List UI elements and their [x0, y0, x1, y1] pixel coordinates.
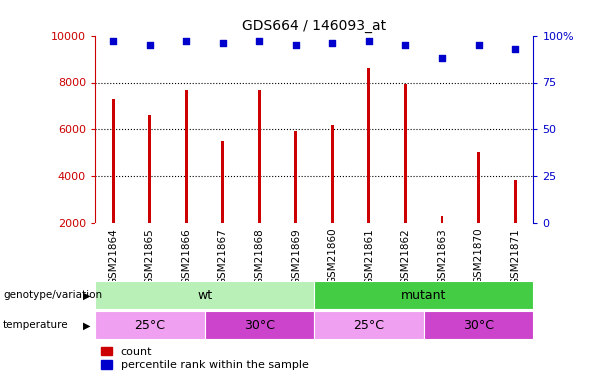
Text: mutant: mutant: [401, 289, 446, 302]
Bar: [95, 311, 205, 339]
Text: 30°C: 30°C: [244, 319, 275, 332]
Bar: [477, 152, 480, 223]
Text: ▶: ▶: [83, 290, 90, 300]
Bar: [514, 180, 517, 223]
Bar: [367, 68, 370, 223]
Text: GSM21862: GSM21862: [400, 228, 411, 285]
Bar: [404, 84, 407, 223]
Bar: [112, 99, 115, 223]
Point: [218, 40, 228, 46]
Text: GSM21865: GSM21865: [145, 228, 155, 285]
Bar: [424, 311, 533, 339]
Bar: [185, 90, 188, 223]
Bar: [294, 130, 297, 223]
Text: GSM21860: GSM21860: [327, 228, 337, 284]
Bar: [221, 141, 224, 223]
Text: ▶: ▶: [83, 320, 90, 330]
Bar: [314, 311, 424, 339]
Bar: [441, 216, 443, 223]
Title: GDS664 / 146093_at: GDS664 / 146093_at: [242, 19, 386, 33]
Bar: [95, 281, 314, 309]
Text: temperature: temperature: [3, 320, 69, 330]
Point: [400, 42, 410, 48]
Point: [510, 46, 520, 52]
Bar: [148, 116, 151, 223]
Text: 25°C: 25°C: [134, 319, 166, 332]
Point: [474, 42, 484, 48]
Legend: count, percentile rank within the sample: count, percentile rank within the sample: [101, 347, 308, 370]
Text: GSM21870: GSM21870: [473, 228, 484, 284]
Text: GSM21866: GSM21866: [181, 228, 191, 285]
Bar: [205, 311, 314, 339]
Text: 25°C: 25°C: [354, 319, 384, 332]
Text: wt: wt: [197, 289, 212, 302]
Bar: [314, 281, 533, 309]
Point: [181, 38, 191, 44]
Text: GSM21864: GSM21864: [109, 228, 118, 285]
Point: [145, 42, 154, 48]
Point: [254, 38, 264, 44]
Text: genotype/variation: genotype/variation: [3, 290, 102, 300]
Text: GSM21869: GSM21869: [291, 228, 301, 285]
Point: [291, 42, 301, 48]
Text: GSM21871: GSM21871: [510, 228, 520, 285]
Point: [109, 38, 118, 44]
Text: GSM21868: GSM21868: [254, 228, 264, 285]
Text: GSM21861: GSM21861: [364, 228, 374, 285]
Text: GSM21863: GSM21863: [437, 228, 447, 285]
Point: [364, 38, 374, 44]
Text: 30°C: 30°C: [463, 319, 494, 332]
Text: GSM21867: GSM21867: [218, 228, 228, 285]
Point: [437, 55, 447, 61]
Point: [327, 40, 337, 46]
Bar: [258, 90, 261, 223]
Bar: [331, 124, 334, 223]
